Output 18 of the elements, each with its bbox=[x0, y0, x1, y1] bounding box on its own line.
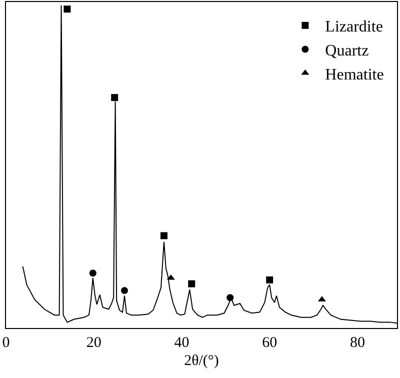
point bbox=[266, 276, 274, 284]
legend-label: Lizardite bbox=[325, 18, 383, 36]
x-tick-label: 60 bbox=[262, 335, 278, 351]
legend-label: Quartz bbox=[325, 42, 369, 60]
legend-label: Hematite bbox=[325, 66, 384, 84]
x-tick-label: 80 bbox=[350, 335, 365, 351]
point bbox=[166, 274, 175, 280]
x-axis-title: 2θ/(°) bbox=[184, 353, 219, 369]
point bbox=[120, 287, 128, 294]
point bbox=[111, 94, 118, 102]
x-tick-label: 0 bbox=[2, 335, 10, 351]
point bbox=[226, 294, 234, 302]
x-tick-label: 40 bbox=[174, 335, 190, 351]
point bbox=[160, 232, 168, 240]
point bbox=[64, 6, 71, 13]
point bbox=[89, 270, 96, 277]
point bbox=[188, 280, 196, 288]
x-tick-label: 20 bbox=[86, 335, 102, 351]
